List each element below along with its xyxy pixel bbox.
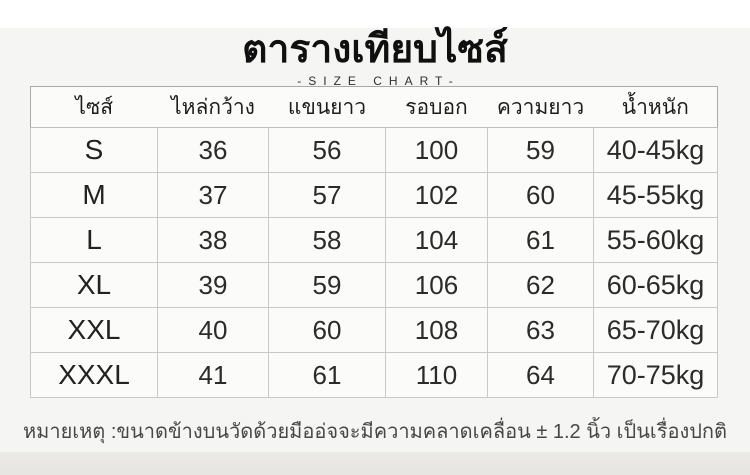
cell-chest: 100 (385, 127, 488, 173)
cell-sleeve: 56 (268, 127, 386, 173)
cell-chest: 106 (385, 262, 488, 308)
cell-sleeve: 57 (268, 172, 386, 218)
cell-chest: 102 (385, 172, 488, 218)
table-row-m: M 37 57 102 60 45-55kg (30, 172, 718, 218)
column-header-sleeve: แขนยาว (268, 86, 386, 128)
cell-sleeve: 59 (268, 262, 386, 308)
cell-length: 59 (487, 127, 594, 173)
column-header-length: ความยาว (487, 86, 594, 128)
cell-size: XL (30, 262, 158, 308)
note-text: หมายเหตุ :ขนาดข้างบนวัดด้วยมืออ่จจะมีควา… (22, 421, 728, 443)
cell-chest: 110 (385, 352, 488, 398)
table-row-xl: XL 39 59 106 62 60-65kg (30, 262, 718, 308)
cell-size: S (30, 127, 158, 173)
cell-chest: 104 (385, 217, 488, 263)
cell-sleeve: 58 (268, 217, 386, 263)
chart-header: ตารางเทียบไซส์ -SIZE CHART- (0, 26, 750, 88)
column-header-chest: รอบอก (385, 86, 488, 128)
cell-weight: 55-60kg (593, 217, 718, 263)
cell-length: 62 (487, 262, 594, 308)
cell-shoulder: 39 (157, 262, 269, 308)
table-row-s: S 36 56 100 59 40-45kg (30, 127, 718, 173)
table-row-xxxl: XXXL 41 61 110 64 70-75kg (30, 352, 718, 398)
cell-weight: 60-65kg (593, 262, 718, 308)
cell-length: 60 (487, 172, 594, 218)
cell-weight: 40-45kg (593, 127, 718, 173)
cell-length: 61 (487, 217, 594, 263)
cell-size: XXL (30, 307, 158, 353)
table-row-l: L 38 58 104 61 55-60kg (30, 217, 718, 263)
page-title: ตารางเทียบไซส์ (242, 28, 508, 71)
column-header-size: ไซส์ (30, 86, 158, 128)
cell-shoulder: 36 (157, 127, 269, 173)
cell-shoulder: 38 (157, 217, 269, 263)
cell-size: XXXL (30, 352, 158, 398)
table-row-xxl: XXL 40 60 108 63 65-70kg (30, 307, 718, 353)
cell-sleeve: 60 (268, 307, 386, 353)
header-row: ไซส์ ไหล่กว้าง แขนยาว รอบอก ความยาว น้ำห… (30, 86, 718, 128)
cell-size: L (30, 217, 158, 263)
column-header-weight: น้ำหนัก (593, 86, 718, 128)
cell-weight: 70-75kg (593, 352, 718, 398)
cell-shoulder: 41 (157, 352, 269, 398)
bottom-strip (0, 452, 750, 475)
cell-chest: 108 (385, 307, 488, 353)
cell-shoulder: 37 (157, 172, 269, 218)
size-table: ไซส์ ไหล่กว้าง แขนยาว รอบอก ความยาว น้ำห… (30, 86, 718, 398)
cell-shoulder: 40 (157, 307, 269, 353)
cell-length: 63 (487, 307, 594, 353)
cell-weight: 65-70kg (593, 307, 718, 353)
column-header-shoulder: ไหล่กว้าง (157, 86, 269, 128)
cell-length: 64 (487, 352, 594, 398)
cell-weight: 45-55kg (593, 172, 718, 218)
cell-size: M (30, 172, 158, 218)
page-subtitle: -SIZE CHART- (297, 74, 460, 88)
cell-sleeve: 61 (268, 352, 386, 398)
